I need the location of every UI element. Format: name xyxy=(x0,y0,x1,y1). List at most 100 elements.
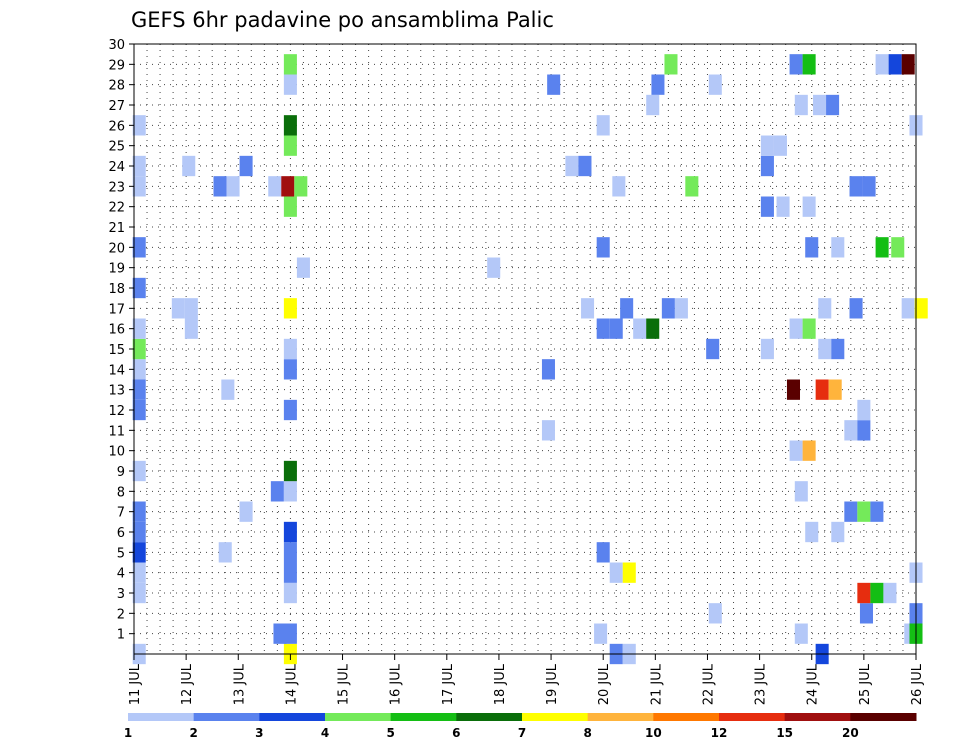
y-tick-label: 19 xyxy=(108,262,125,277)
x-tick-label: 15 JUL xyxy=(337,663,352,705)
colorbar-swatch xyxy=(587,713,654,721)
heatmap-cell xyxy=(283,582,297,604)
heatmap-cell xyxy=(132,562,146,583)
heatmap-cell xyxy=(794,623,808,644)
heatmap-cell xyxy=(857,501,871,522)
y-tick-label: 22 xyxy=(108,201,125,216)
colorbar-label: 5 xyxy=(386,726,394,740)
y-tick-label: 23 xyxy=(108,180,125,195)
heatmap-cell xyxy=(132,379,146,400)
heatmap-cell xyxy=(651,74,665,95)
heatmap-cell xyxy=(612,176,626,197)
colorbar-label: 7 xyxy=(518,726,526,740)
heatmap-cell xyxy=(888,54,902,75)
heatmap-cell xyxy=(813,94,827,116)
heatmap-cell xyxy=(184,298,198,319)
colorbar-swatch xyxy=(193,713,260,721)
heatmap-cell xyxy=(875,237,889,258)
colorbar-label: 12 xyxy=(711,726,728,740)
heatmap-cell xyxy=(221,379,235,400)
y-tick-label: 8 xyxy=(117,485,125,500)
x-tick-label: 22 JUL xyxy=(701,663,716,705)
heatmap-cell xyxy=(706,338,720,360)
heatmap-cell xyxy=(283,359,297,380)
y-tick-label: 10 xyxy=(108,445,125,460)
heatmap-cell xyxy=(283,338,297,360)
heatmap-cell xyxy=(773,135,787,156)
colorbar-label: 10 xyxy=(645,726,662,740)
heatmap-cell xyxy=(661,298,675,319)
heatmap-cell xyxy=(182,155,196,177)
x-tick-label: 25 JUL xyxy=(858,663,873,705)
colorbar-legend: 1 2 3 4 5 6 7 8 10 12 15 20 xyxy=(124,713,917,740)
heatmap-cell xyxy=(802,440,816,461)
colorbar-label: 20 xyxy=(842,726,859,740)
x-tick-label: 13 JUL xyxy=(232,663,247,705)
x-tick-label: 18 JUL xyxy=(493,663,508,705)
heatmap-cell xyxy=(844,420,858,441)
colorbar-swatch xyxy=(522,713,589,721)
heatmap-cell xyxy=(581,298,595,319)
heatmap-cell xyxy=(283,196,297,217)
heatmap-cell xyxy=(857,420,871,441)
y-tick-label: 17 xyxy=(108,302,125,317)
heatmap-cell xyxy=(831,338,845,360)
x-tick-label: 11 JUL xyxy=(128,663,143,705)
heatmap-cell xyxy=(578,155,592,177)
heatmap-cell xyxy=(132,176,146,197)
heatmap-cell xyxy=(132,155,146,177)
x-tick-label: 14 JUL xyxy=(284,663,299,705)
heatmap-cell xyxy=(239,155,253,177)
heatmap-cell xyxy=(283,542,297,563)
y-tick-label: 12 xyxy=(108,404,125,419)
heatmap-cell xyxy=(794,481,808,502)
heatmap-cell xyxy=(132,501,146,522)
y-tick-label: 9 xyxy=(117,465,125,480)
colorbar-swatch xyxy=(456,713,523,721)
heatmap-cell xyxy=(786,379,801,400)
heatmap-cell xyxy=(815,379,829,400)
heatmap-cell xyxy=(609,318,623,339)
heatmap-cell xyxy=(875,54,889,75)
heatmap-cell xyxy=(171,298,185,319)
heatmap-cell xyxy=(273,623,287,644)
heatmap-cell xyxy=(849,176,863,197)
y-tick-label: 25 xyxy=(108,140,125,155)
x-tick-label: 16 JUL xyxy=(389,663,404,705)
heatmap-cell xyxy=(594,623,608,644)
y-axis-ticks: 1234567891011121314151617181920212223242… xyxy=(108,38,134,643)
heatmap-cell xyxy=(213,176,227,197)
colorbar-label: 8 xyxy=(583,726,591,740)
y-tick-label: 3 xyxy=(117,587,125,602)
heatmap-cell xyxy=(831,237,845,258)
x-tick-label: 24 JUL xyxy=(806,663,821,705)
heatmap-cells xyxy=(132,54,928,665)
colorbar-swatch xyxy=(325,713,392,721)
heatmap-cell xyxy=(239,501,253,522)
heatmap-cell xyxy=(789,54,803,75)
y-tick-label: 11 xyxy=(108,424,125,439)
y-tick-label: 4 xyxy=(117,567,125,582)
y-tick-label: 18 xyxy=(108,282,125,297)
x-tick-label: 17 JUL xyxy=(441,663,456,705)
heatmap-cell xyxy=(805,521,819,543)
heatmap-cell xyxy=(622,562,636,583)
heatmap-cell xyxy=(857,582,871,604)
heatmap-cell xyxy=(283,74,297,95)
heatmap-cell xyxy=(268,176,282,197)
heatmap-cell xyxy=(596,542,610,563)
heatmap-cell xyxy=(805,237,819,258)
y-tick-label: 29 xyxy=(108,58,125,73)
heatmap-cell xyxy=(565,155,579,177)
heatmap-cell xyxy=(270,481,284,502)
heatmap-cell xyxy=(664,54,678,75)
heatmap-cell xyxy=(547,74,561,95)
heatmap-cell xyxy=(132,542,146,563)
heatmap-cell xyxy=(281,176,295,197)
heatmap-cell xyxy=(831,521,845,543)
x-tick-label: 19 JUL xyxy=(545,663,560,705)
y-tick-label: 6 xyxy=(117,526,125,541)
heatmap-cell xyxy=(685,176,699,197)
colorbar-swatch xyxy=(653,713,720,721)
